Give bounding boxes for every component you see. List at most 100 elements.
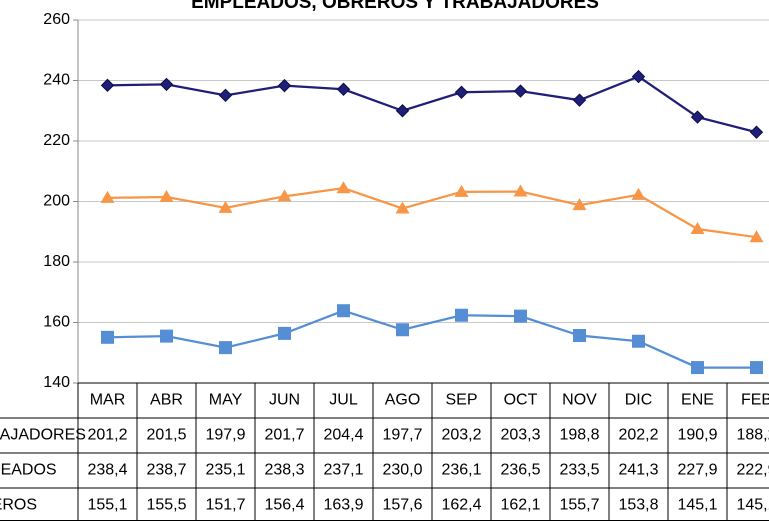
- table-cell: 227,9: [677, 462, 717, 479]
- line: [107, 75, 757, 134]
- marker: [278, 326, 291, 340]
- table-cell: 241,3: [618, 462, 658, 479]
- table-cell: 235,1: [205, 462, 245, 479]
- table-cell: 236,1: [441, 462, 481, 479]
- marker: [219, 341, 232, 355]
- y-tick-label: 220: [43, 132, 70, 149]
- table-cell: 238,4: [87, 462, 127, 479]
- y-tick-label: 200: [43, 193, 70, 210]
- line: [107, 187, 757, 239]
- marker: [631, 187, 646, 200]
- table-cell: 201,7: [264, 427, 304, 444]
- marker: [513, 184, 528, 197]
- x-tick-label: NOV: [562, 392, 597, 409]
- x-tick-label: MAR: [90, 392, 126, 409]
- marker: [159, 77, 174, 92]
- marker: [395, 201, 410, 214]
- table-cell: 162,1: [500, 497, 540, 514]
- x-tick-label: MAY: [209, 392, 243, 409]
- y-tick-label: 240: [43, 72, 70, 89]
- y-tick-label: 180: [43, 253, 70, 270]
- table-cell: 162,4: [441, 497, 481, 514]
- x-tick-label: AGO: [385, 392, 421, 409]
- y-tick-label: 160: [43, 314, 70, 331]
- marker: [277, 189, 292, 202]
- marker: [336, 82, 351, 96]
- marker: [160, 329, 173, 343]
- table-cell: 238,3: [264, 462, 304, 479]
- table-cell: 153,8: [618, 497, 658, 514]
- y-tick-label: 140: [43, 374, 70, 391]
- row-label: EMPLEADOS: [0, 462, 57, 479]
- marker: [218, 200, 233, 213]
- line: [107, 309, 757, 369]
- marker: [514, 309, 527, 323]
- marker: [101, 330, 114, 344]
- table-cell: 145,1: [677, 497, 717, 514]
- marker: [631, 69, 646, 84]
- table-cell: 237,1: [323, 462, 363, 479]
- marker: [750, 361, 763, 375]
- marker: [690, 110, 705, 124]
- table-cell: 197,9: [205, 427, 245, 444]
- table-cell: 203,3: [500, 427, 540, 444]
- table-cell: 163,9: [323, 497, 363, 514]
- table-cell: 238,7: [146, 462, 186, 479]
- x-tick-label: ENE: [681, 392, 714, 409]
- marker: [100, 190, 115, 203]
- marker: [749, 125, 764, 139]
- x-tick-label: DIC: [625, 392, 653, 409]
- marker: [100, 78, 115, 93]
- table-cell: 230,0: [382, 462, 422, 479]
- marker: [159, 189, 174, 202]
- x-tick-label: FEB: [741, 392, 769, 409]
- table-cell: 202,2: [618, 427, 658, 444]
- table-cell: 233,5: [559, 462, 599, 479]
- table-cell: 222,9: [736, 462, 769, 479]
- marker: [337, 304, 350, 318]
- table-cell: 236,5: [500, 462, 540, 479]
- table-cell: 155,1: [87, 497, 127, 514]
- marker: [455, 308, 468, 322]
- x-tick-label: JUN: [269, 392, 300, 409]
- table-cell: 198,8: [559, 427, 599, 444]
- marker: [277, 78, 292, 93]
- row-label: TRABAJADORES: [0, 427, 86, 444]
- y-tick-label: 260: [43, 11, 70, 28]
- marker: [691, 361, 704, 375]
- table-cell: 151,7: [205, 497, 245, 514]
- table-cell: 188,2: [736, 427, 769, 444]
- table-cell: 155,5: [146, 497, 186, 514]
- table-cell: 190,9: [677, 427, 717, 444]
- table-cell: 157,6: [382, 497, 422, 514]
- marker: [632, 334, 645, 348]
- marker: [573, 329, 586, 343]
- x-tick-label: ABR: [150, 392, 183, 409]
- table-cell: 145,1: [736, 497, 769, 514]
- table-cell: 203,2: [441, 427, 481, 444]
- marker: [396, 323, 409, 337]
- table-cell: 201,5: [146, 427, 186, 444]
- x-tick-label: JUL: [329, 392, 358, 409]
- x-tick-label: OCT: [504, 392, 538, 409]
- x-tick-label: SEP: [445, 392, 477, 409]
- table-cell: 197,7: [382, 427, 422, 444]
- row-label: OBREROS: [0, 497, 37, 514]
- table-cell: 156,4: [264, 497, 304, 514]
- table-cell: 204,4: [323, 427, 363, 444]
- marker: [395, 104, 410, 118]
- marker: [513, 84, 528, 98]
- marker: [690, 222, 705, 235]
- marker: [218, 88, 233, 103]
- marker: [572, 198, 587, 211]
- marker: [572, 93, 587, 107]
- table-cell: 155,7: [559, 497, 599, 514]
- marker: [749, 230, 764, 243]
- marker: [454, 85, 469, 100]
- marker: [336, 181, 351, 194]
- table-cell: 201,2: [87, 427, 127, 444]
- chart-title: EMPLEADOS, OBREROS Y TRABAJADORES: [191, 0, 599, 13]
- marker: [454, 184, 469, 197]
